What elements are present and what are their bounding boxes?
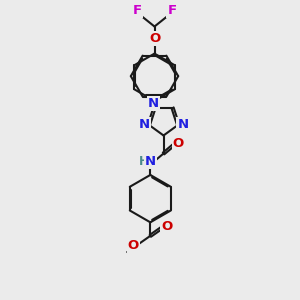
Text: F: F	[167, 4, 176, 17]
Text: N: N	[178, 118, 189, 131]
Text: O: O	[173, 137, 184, 150]
Text: N: N	[148, 97, 159, 110]
Text: O: O	[128, 239, 139, 252]
Text: F: F	[133, 4, 142, 17]
Text: N: N	[145, 155, 156, 168]
Text: O: O	[149, 32, 160, 45]
Text: H: H	[139, 155, 149, 168]
Text: N: N	[138, 118, 149, 131]
Text: O: O	[161, 220, 172, 233]
